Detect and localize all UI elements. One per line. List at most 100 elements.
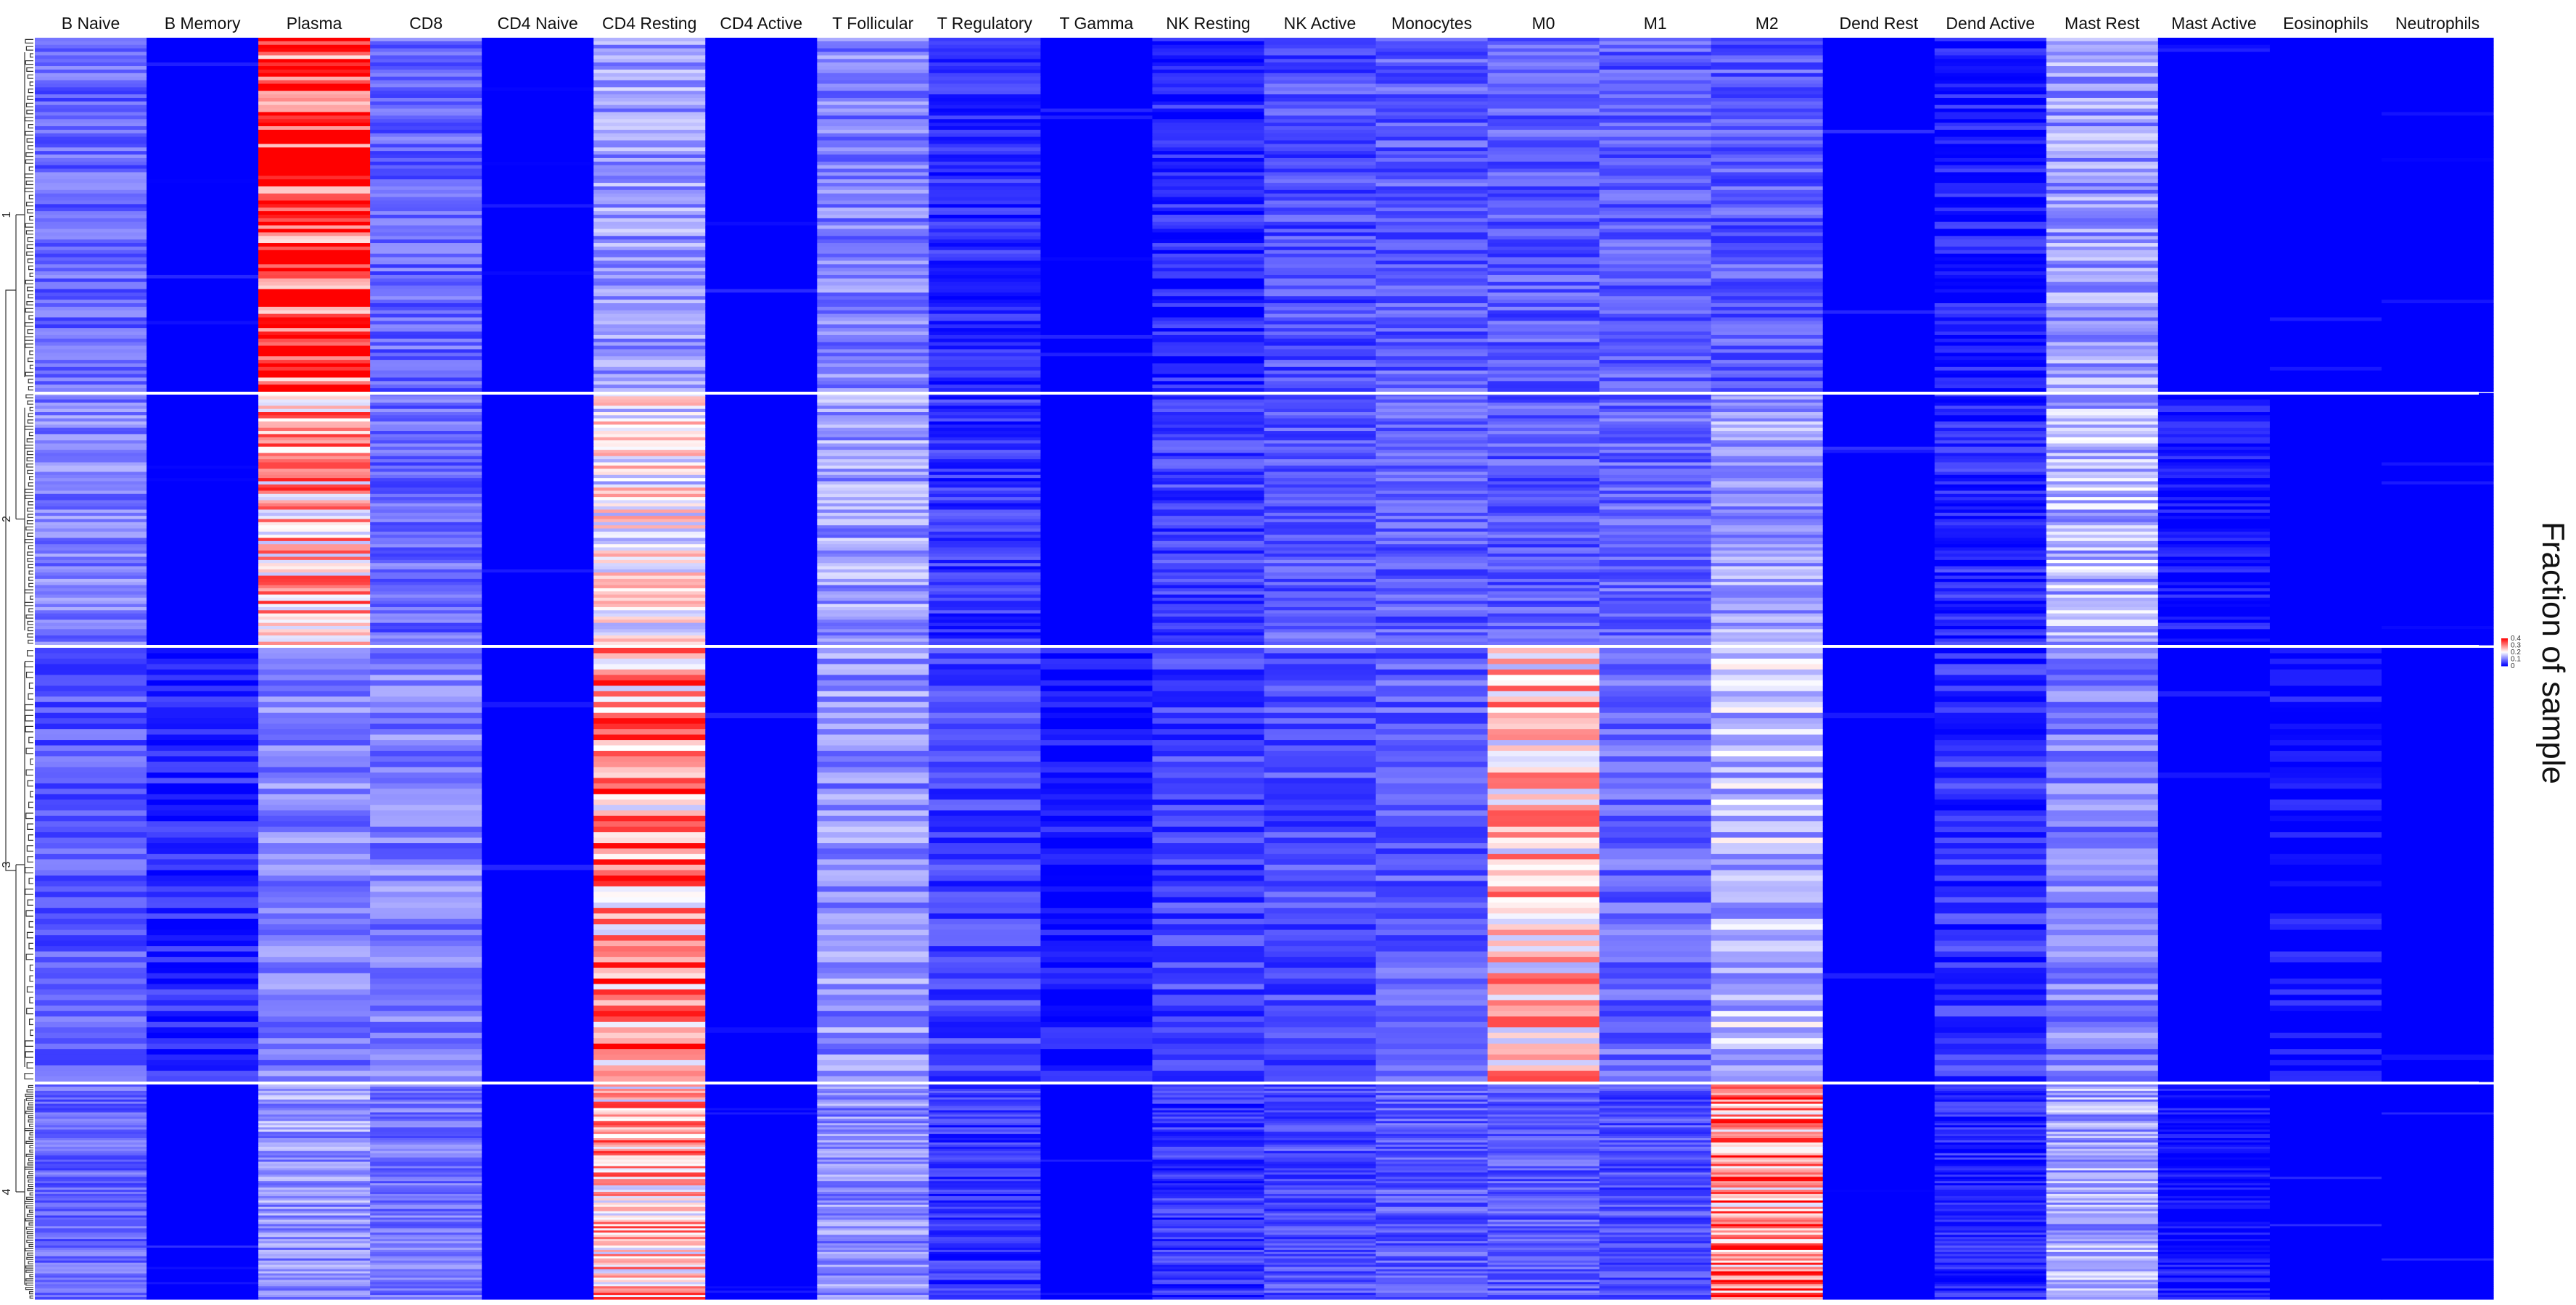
heatmap-cell <box>929 342 1042 347</box>
heatmap-cell <box>147 321 259 325</box>
heatmap-cell <box>35 696 147 703</box>
heatmap-cell <box>370 232 482 236</box>
heatmap-cell <box>1040 701 1153 708</box>
heatmap-cell <box>1375 497 1489 501</box>
heatmap-cell <box>817 865 929 871</box>
heatmap-cell <box>147 342 259 347</box>
heatmap-cell <box>705 197 818 202</box>
heatmap-cell <box>35 321 147 325</box>
heatmap-cell <box>482 569 594 573</box>
heatmap-cell <box>1822 832 1935 839</box>
heatmap-cell <box>1934 648 2047 654</box>
heatmap-cell <box>1152 794 1265 800</box>
heatmap-cell <box>1487 115 1600 120</box>
heatmap-cell <box>2381 734 2494 741</box>
heatmap-cell <box>35 328 147 332</box>
heatmap-cell <box>2157 292 2271 297</box>
heatmap-cell <box>482 406 594 410</box>
heatmap-cell <box>817 522 929 526</box>
heatmap-cell <box>817 691 929 697</box>
heatmap-cell <box>1822 176 1935 180</box>
heatmap-cell <box>1822 522 1935 526</box>
heatmap-cell <box>2046 374 2159 379</box>
heatmap-cell <box>1934 437 2047 441</box>
heatmap-cell <box>1711 161 1824 166</box>
heatmap-cell <box>370 613 482 617</box>
heatmap-cell <box>147 606 259 611</box>
heatmap-cell <box>258 478 371 482</box>
heatmap-cell <box>370 619 482 624</box>
heatmap-cell <box>1487 821 1600 828</box>
heatmap-cell <box>593 393 706 397</box>
heatmap-cell <box>147 144 259 148</box>
heatmap-cell <box>35 616 147 620</box>
heatmap-cell <box>1487 268 1600 272</box>
heatmap-cell <box>482 789 594 795</box>
heatmap-cell <box>1711 342 1824 347</box>
heatmap-cell <box>1599 854 1712 860</box>
heatmap-cell <box>1040 363 1153 368</box>
heatmap-cell <box>35 41 147 46</box>
heatmap-cell <box>1375 415 1489 419</box>
heatmap-cell <box>1040 176 1153 180</box>
heatmap-cell <box>1599 456 1712 460</box>
heatmap-cell <box>1822 837 1935 844</box>
heatmap-cell <box>1264 859 1377 865</box>
heatmap-cell <box>1040 133 1153 138</box>
heatmap-cell <box>2157 421 2271 425</box>
heatmap-cell <box>1599 778 1712 784</box>
heatmap-cell <box>258 635 371 639</box>
heatmap-cell <box>593 415 706 419</box>
heatmap-cell <box>370 161 482 166</box>
heatmap-cell <box>1822 487 1935 492</box>
heatmap-cell <box>1375 604 1489 608</box>
heatmap-cell <box>1152 843 1265 849</box>
heatmap-cell <box>1711 168 1824 173</box>
heatmap-cell <box>2381 859 2494 865</box>
heatmap-cell <box>35 450 147 454</box>
heatmap-cell <box>1152 69 1265 74</box>
heatmap-cell <box>2381 572 2494 577</box>
heatmap-cell <box>1711 881 1824 887</box>
heatmap-cell <box>593 440 706 444</box>
heatmap-cell <box>1264 207 1377 212</box>
heatmap-cell <box>370 538 482 542</box>
heatmap-cell <box>817 151 929 155</box>
heatmap-cell <box>1040 799 1153 806</box>
heatmap-cell <box>929 268 1042 272</box>
heatmap-cell <box>929 669 1042 675</box>
heatmap-cell <box>1599 186 1712 191</box>
heatmap-cell <box>258 66 371 70</box>
heatmap-cell <box>1711 761 1824 768</box>
heatmap-cell <box>2046 136 2159 141</box>
heatmap-cell <box>705 253 818 258</box>
heatmap-cell <box>2381 55 2494 59</box>
heatmap-cell <box>147 257 259 262</box>
heatmap-cell <box>2157 239 2271 244</box>
heatmap-cell <box>370 832 482 839</box>
heatmap-cell <box>370 826 482 833</box>
heatmap-cell <box>1822 342 1935 347</box>
heatmap-cell <box>1822 200 1935 205</box>
heatmap-cell <box>370 594 482 598</box>
heatmap-cell <box>1934 635 2047 639</box>
heatmap-cell <box>1040 658 1153 665</box>
heatmap-cell <box>370 669 482 675</box>
heatmap-cell <box>35 772 147 778</box>
heatmap-cell <box>2157 246 2271 251</box>
heatmap-cell <box>482 80 594 85</box>
heatmap-cell <box>2269 427 2382 432</box>
heatmap-cell <box>1487 701 1600 708</box>
heatmap-cell <box>1375 854 1489 860</box>
heatmap-cell <box>2046 183 2159 187</box>
heatmap-cell <box>1934 707 2047 714</box>
heatmap-cell <box>705 778 818 784</box>
heatmap-cell <box>1152 500 1265 504</box>
heatmap-cell <box>482 761 594 768</box>
heatmap-cell <box>370 292 482 297</box>
heatmap-cell <box>1711 281 1824 287</box>
heatmap-cell <box>258 729 371 736</box>
heatmap-cell <box>35 421 147 425</box>
heatmap-cell <box>817 144 929 148</box>
heatmap-cell <box>705 456 818 460</box>
